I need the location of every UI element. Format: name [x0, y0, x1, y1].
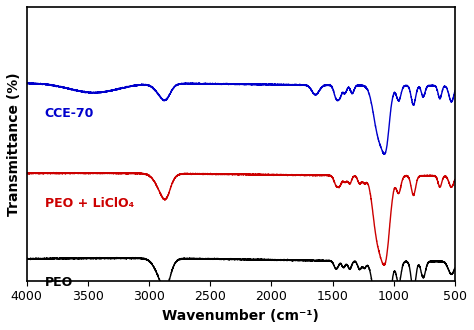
Y-axis label: Transmittance (%): Transmittance (%)	[7, 72, 21, 216]
Text: CCE-70: CCE-70	[45, 107, 94, 120]
Text: PEO + LiClO₄: PEO + LiClO₄	[45, 197, 134, 210]
X-axis label: Wavenumber (cm⁻¹): Wavenumber (cm⁻¹)	[162, 309, 319, 323]
Text: PEO: PEO	[45, 276, 73, 289]
